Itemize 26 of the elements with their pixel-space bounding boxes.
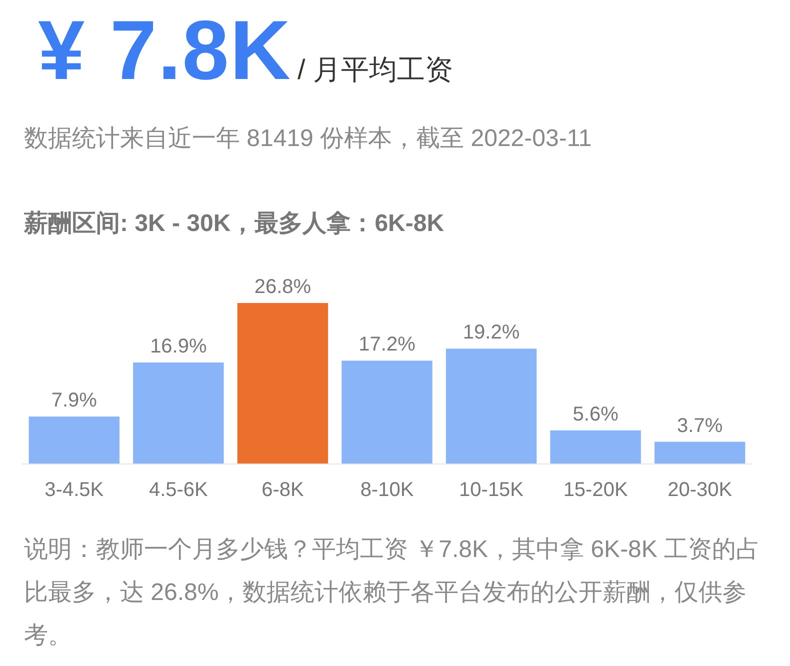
chart-subtitle: / 月平均工资 [298, 54, 454, 85]
bar [28, 416, 120, 464]
x-tick-label: 15-20K [563, 479, 628, 501]
bar [654, 442, 746, 464]
x-tick-label: 20-30K [668, 479, 733, 501]
bar [550, 430, 641, 464]
x-tick-label: 6-8K [262, 479, 304, 501]
data-label: 5.6% [572, 403, 619, 426]
data-label: 7.9% [51, 390, 98, 412]
data-label: 19.2% [462, 322, 520, 344]
data-label: 26.8% [254, 276, 312, 298]
bar [237, 303, 328, 464]
chart-title: ¥ 7.8K [38, 3, 292, 97]
x-tick-label: 10-15K [459, 479, 524, 501]
bar [133, 362, 224, 464]
text: 薪酬区间: 3K - 30K，最多人拿：6K-8K [24, 209, 444, 239]
x-tick-label: 3-4.5K [44, 479, 104, 501]
data-label: 17.2% [358, 334, 416, 356]
x-tick-label: 8-10K [360, 479, 414, 501]
text: 说明：教师一个月多少钱？平均工资 ￥7.8K，其中拿 6K-8K 工资的占比最多，达 26.8%，数据统计依赖于各平台发布的公开薪酬，仅供参考。 [24, 535, 762, 651]
bar [446, 348, 537, 464]
text: 数据统计来自近一年 81419 份样本，截至 2022-03-11 [24, 124, 592, 154]
x-tick-label: 4.5-6K [148, 479, 209, 501]
bar [342, 360, 432, 464]
data-label: 16.9% [150, 335, 207, 358]
data-label: 3.7% [677, 414, 723, 437]
